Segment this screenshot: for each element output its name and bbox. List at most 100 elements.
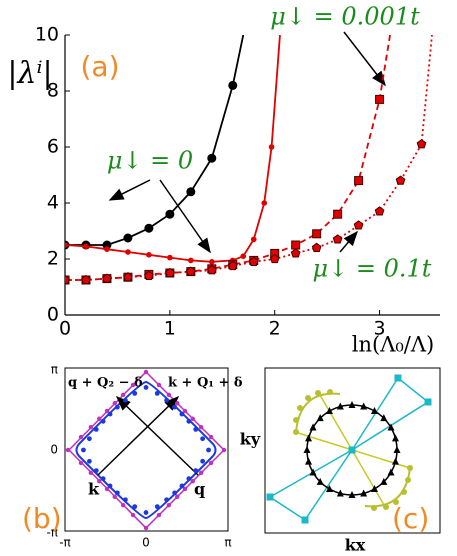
zone-dot [97,416,102,421]
fs-dot [206,447,211,453]
marker [268,144,275,150]
series-line [65,35,281,263]
arc-dot [315,390,321,396]
zone-dot [190,479,195,484]
zone-dot [156,382,162,388]
arc-dot [327,389,333,395]
fs-dot [123,397,128,403]
fs-dot [164,397,169,403]
zone-dot [112,494,117,499]
arc-dot [401,489,407,495]
y-tick-label: 0 [50,443,58,457]
marker [102,273,112,283]
corner [301,516,309,524]
triangle [391,434,399,442]
panel-a: |λⁱ| ln(Λ₀/Λ) (a) μ↓ = 0.001t μ↓ = 0 μ↓ … [7,3,440,357]
fs-dot [86,458,92,464]
corner [394,374,402,382]
fs-dot [132,390,138,396]
y-label: |λⁱ| [7,56,52,91]
x-tick-label: π [224,536,231,550]
marker [144,223,154,233]
marker [165,209,175,219]
zone-dot [175,401,180,406]
fs-dot [93,468,99,473]
fs-dot [143,385,149,390]
fs-dot [200,436,206,442]
triangle [348,401,356,408]
fs-dot [81,447,86,453]
y-tick-label: 6 [47,136,59,158]
zone-dot [166,502,172,508]
marker [167,254,173,261]
marker [290,248,301,258]
frame [264,367,441,534]
marker [209,259,215,265]
marker [146,252,152,258]
triangle [360,489,368,497]
series-line [65,35,245,246]
zone-dot [104,486,110,492]
marker [102,240,112,250]
fs-dot [186,418,192,424]
marker [269,253,280,264]
triangle [309,423,317,431]
zone-dot [112,401,117,406]
arc-dot [293,417,299,423]
arc-dot [305,395,311,401]
zone-dot [120,502,126,508]
arc-dot [371,505,377,511]
annotation: μ↓ = 0.001t [270,3,420,31]
x-tick-label: 3 [374,318,386,340]
fs-dot [114,404,120,410]
frame [64,367,229,532]
marker [188,257,194,264]
zone-dot [120,392,126,398]
marker [375,94,385,104]
marker [125,249,131,255]
zone-dot [78,460,84,466]
fs-dot [100,418,106,424]
marker [207,153,217,163]
triangle [305,457,313,465]
x-label: kx [345,536,366,555]
zone-dot [182,408,188,414]
zone-dot [221,447,227,453]
triangle [309,468,317,476]
triangle [387,423,395,431]
marker [333,209,343,219]
triangle [380,477,388,485]
marker [186,187,196,197]
arc-dot [297,405,303,411]
corner [348,446,356,454]
label: k + Q₁ + δ [168,376,243,391]
fs-dot [86,436,92,442]
arc-dot [407,465,413,471]
marker [311,242,322,252]
x-tick-label: 2 [269,318,281,340]
panel-label: (a) [80,50,119,83]
label: q [194,480,205,499]
triangle [336,489,344,497]
arc-dot [383,504,389,510]
corner [266,493,274,501]
fs-dot [143,510,149,515]
plot-area [65,35,433,285]
arrows [97,395,199,476]
zone-dot [190,416,195,421]
label: k [88,480,100,499]
marker [250,236,257,243]
zone-dot [198,424,204,430]
zone-dot [130,382,136,388]
zone-dot [208,434,214,440]
fs-dot [154,504,160,510]
triangle [305,434,313,442]
zone-dot [78,434,84,440]
marker [332,234,343,244]
triangle [348,491,356,498]
fs-dot [164,497,169,503]
fs-dot [107,411,113,417]
fs-dot [132,504,138,510]
fs-dot [179,483,185,489]
zone-dot [65,447,71,453]
